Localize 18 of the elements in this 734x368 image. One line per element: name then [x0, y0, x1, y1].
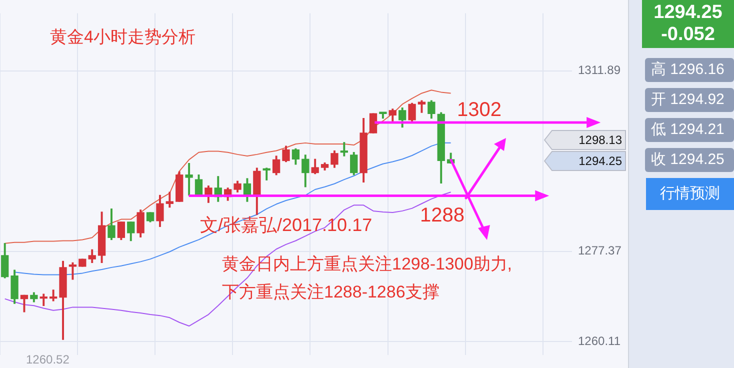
text: 高 1296.16: [645, 58, 734, 82]
text: -0.052: [660, 24, 716, 46]
text: 低 1294.21: [645, 118, 734, 142]
y-tick-label: 1260.11: [578, 334, 621, 348]
y-tick-label: 1277.37: [578, 244, 622, 258]
price-tag: 1294.25: [544, 151, 626, 171]
text: 收 1294.25: [645, 148, 734, 172]
candlestick: [78, 258, 86, 267]
annotation: 1260.52: [26, 352, 70, 366]
text: 1294.25: [652, 2, 724, 24]
text: 黄金4小时走势分析: [50, 28, 196, 47]
y-tick-label: 1311.89: [578, 63, 621, 78]
text: 开 1294.92: [645, 88, 734, 112]
ref-line-label: 1302: [457, 99, 502, 122]
annotation: 黄金日内上方重点关注1298-1300助力,: [222, 254, 512, 274]
text: 行情预测: [646, 178, 734, 210]
price-tag: 1298.13: [544, 130, 626, 150]
ref-line-label: 1288: [420, 204, 464, 226]
